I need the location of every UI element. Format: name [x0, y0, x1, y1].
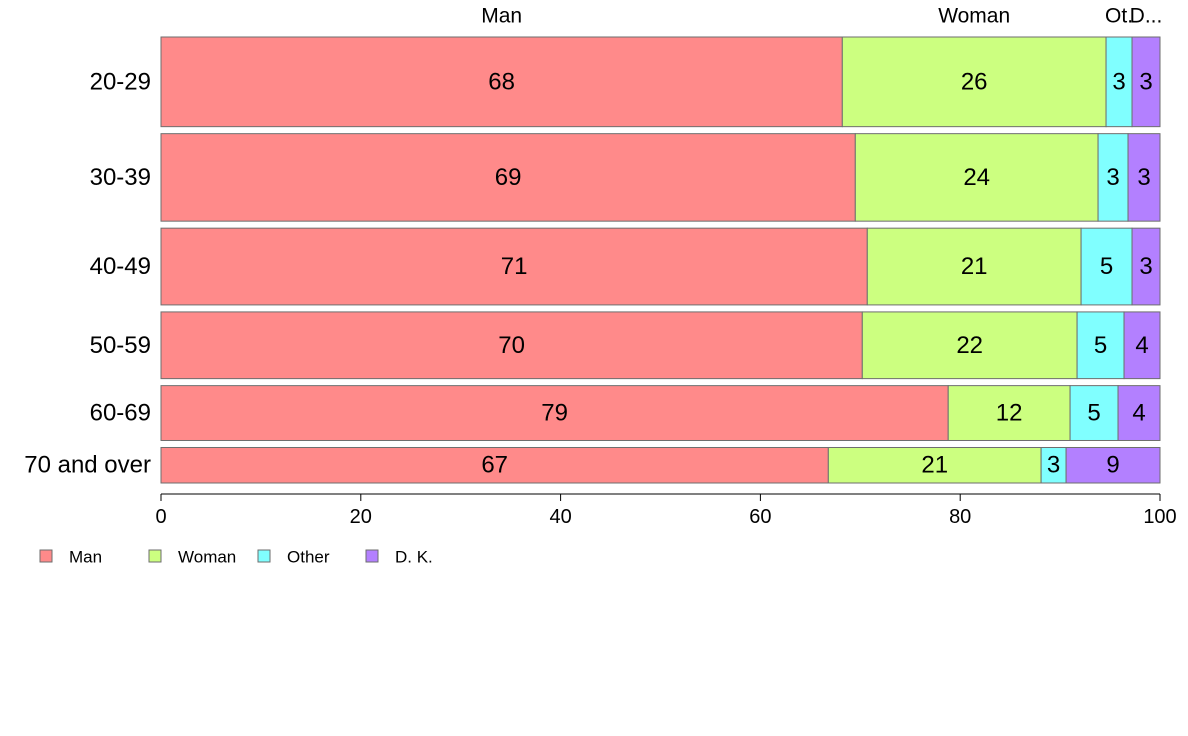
- category-label: 30-39: [90, 164, 151, 191]
- legend: Man Woman Other D. K.: [39, 548, 433, 567]
- data-label: 69: [495, 164, 522, 191]
- data-label: 3: [1137, 164, 1150, 191]
- category-labels: 20-29 30-39 40-49 50-59 60-69 70 and over: [24, 68, 151, 478]
- data-label: 9: [1106, 452, 1119, 479]
- data-label: 3: [1112, 68, 1125, 95]
- legend-swatch: [148, 549, 162, 563]
- bar-segment: [1117, 385, 1161, 441]
- data-label: 5: [1087, 400, 1100, 427]
- x-tick-label: 80: [949, 506, 971, 528]
- legend-label: D. K.: [395, 548, 433, 567]
- bar-segment: [1080, 227, 1133, 306]
- legend-label: Other: [287, 548, 330, 567]
- bar-segment: [1076, 311, 1125, 380]
- data-label: 5: [1100, 253, 1113, 280]
- legend-label: Woman: [178, 548, 236, 567]
- bar-segment: [160, 311, 863, 380]
- data-label: 67: [481, 452, 508, 479]
- top-series-labels: Man Woman Ot.D...: [481, 5, 1162, 28]
- x-tick-label: 0: [155, 506, 166, 528]
- bar-segment: [160, 133, 856, 222]
- category-label: 40-49: [90, 253, 151, 280]
- bar-segment: [1127, 133, 1161, 222]
- x-axis: 0 20 40 60 80 100: [155, 493, 1177, 528]
- bar-segment: [854, 133, 1099, 222]
- legend-label: Man: [69, 548, 102, 567]
- data-label: 22: [956, 332, 983, 359]
- data-label: 3: [1139, 68, 1152, 95]
- x-tick-label: 60: [749, 506, 771, 528]
- bar-segment: [1097, 133, 1129, 222]
- data-label: 21: [961, 253, 988, 280]
- data-label: 5: [1094, 332, 1107, 359]
- category-label: 50-59: [90, 332, 151, 359]
- bar-segment: [1131, 36, 1161, 128]
- category-label: 20-29: [90, 68, 151, 95]
- data-label: 26: [961, 68, 988, 95]
- bar-segment: [947, 385, 1071, 441]
- bars: 68 26 3 369 24 3 371 21 5 370 22 5 479 12 5 467 21 3 9: [160, 36, 1161, 484]
- data-label: 70: [498, 332, 525, 359]
- x-tick-label: 20: [350, 506, 372, 528]
- data-label: 21: [921, 452, 948, 479]
- top-series-label: Ot.: [1105, 5, 1133, 28]
- bar-segment: [1123, 311, 1161, 380]
- bar-segment: [866, 227, 1082, 306]
- legend-swatch: [257, 549, 271, 563]
- bar-segment: [1069, 385, 1119, 441]
- data-label: 68: [488, 68, 515, 95]
- bar-segment: [160, 227, 868, 306]
- x-tick-label: 100: [1143, 506, 1176, 528]
- bar-segment: [1131, 227, 1161, 306]
- bar-segment: [827, 446, 1042, 484]
- bar-segment: [861, 311, 1078, 380]
- data-label: 3: [1139, 253, 1152, 280]
- data-label: 4: [1135, 332, 1148, 359]
- category-label: 60-69: [90, 400, 151, 427]
- legend-swatch: [365, 549, 379, 563]
- data-label: 12: [996, 400, 1023, 427]
- legend-swatch: [39, 549, 53, 563]
- top-series-label: Man: [481, 5, 522, 28]
- data-label: 24: [963, 164, 990, 191]
- bar-segment: [841, 36, 1107, 128]
- x-tick-label: 40: [549, 506, 571, 528]
- top-series-label: D...: [1130, 5, 1163, 28]
- top-series-label: Woman: [938, 5, 1010, 28]
- bar-segment: [1065, 446, 1161, 484]
- data-label: 71: [501, 253, 528, 280]
- data-label: 3: [1106, 164, 1119, 191]
- data-label: 3: [1047, 452, 1060, 479]
- category-label: 70 and over: [24, 452, 151, 479]
- data-label: 4: [1132, 400, 1145, 427]
- data-label: 79: [541, 400, 568, 427]
